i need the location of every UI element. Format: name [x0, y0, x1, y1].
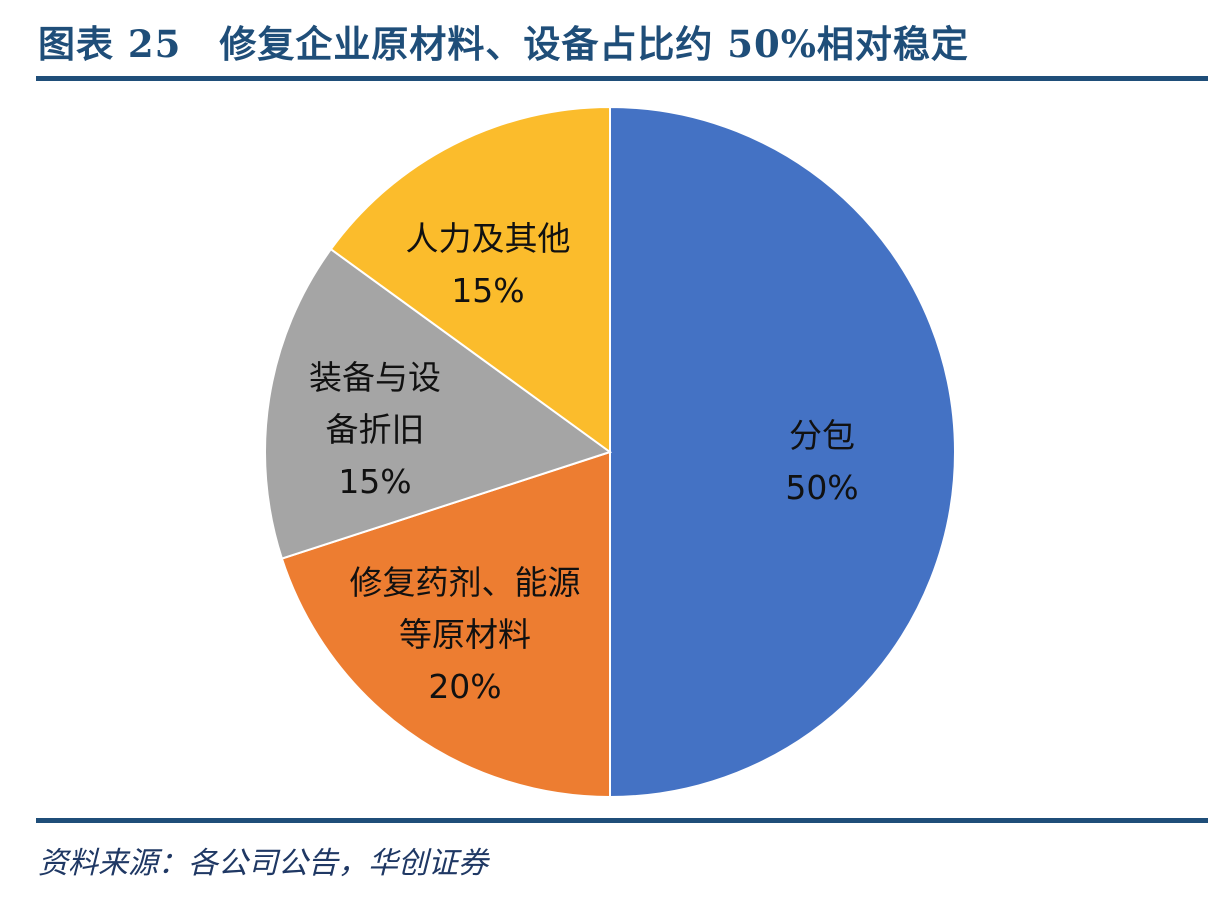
slice-label: 人力及其他 15%: [389, 213, 587, 317]
footer-rule: [36, 818, 1208, 823]
pie-slice: [280, 450, 611, 799]
pie-slice: [264, 247, 613, 560]
value-label: 20%: [428, 667, 502, 706]
slice-label: 装备与设备折旧 15%: [306, 352, 445, 508]
pie-slice: [609, 105, 956, 799]
category-label: 修复药剂、能源等原材料: [349, 563, 581, 654]
source-note: 资料来源：各公司公告，华创证券: [38, 846, 488, 881]
category-label: 分包: [788, 416, 855, 455]
category-label: 人力及其他: [405, 219, 571, 258]
value-label: 15%: [451, 271, 525, 310]
pie-slice: [329, 105, 611, 454]
chart-title: 图表 25 修复企业原材料、设备占比约 50%相对稳定: [38, 22, 969, 66]
slice-label: 分包 50%: [785, 410, 858, 514]
title-rule: [36, 76, 1208, 81]
value-label: 50%: [785, 468, 859, 507]
value-label: 15%: [338, 462, 412, 501]
category-label: 装备与设备折旧: [309, 358, 441, 449]
slice-label: 修复药剂、能源等原材料 20%: [346, 557, 584, 713]
